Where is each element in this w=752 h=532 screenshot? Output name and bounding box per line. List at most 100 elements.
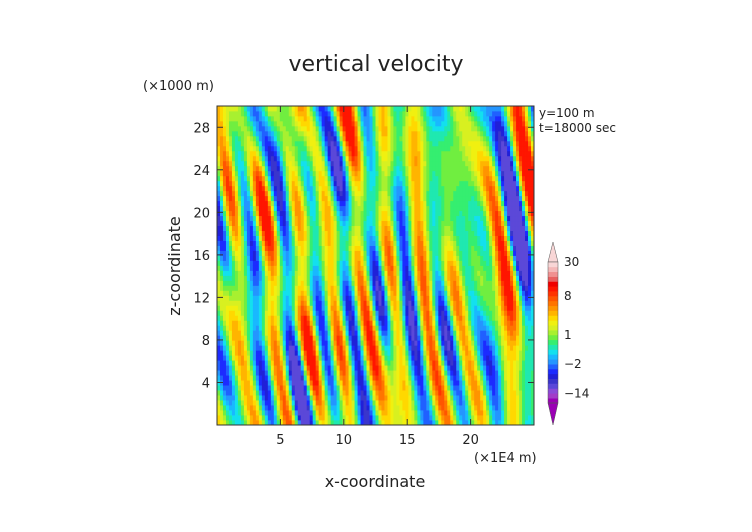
field-cell [381, 290, 385, 296]
field-cell [318, 145, 323, 152]
field-cell [396, 340, 400, 346]
field-cell [246, 140, 251, 147]
field-cell [252, 240, 257, 246]
field-cell [297, 365, 302, 371]
field-cell [372, 220, 376, 227]
field-cell [288, 420, 293, 425]
field-cell [393, 255, 397, 261]
field-cell [441, 120, 445, 127]
field-cell [276, 255, 281, 261]
field-cell [333, 310, 338, 316]
field-cell [294, 385, 299, 391]
field-cell [393, 390, 397, 396]
field-cell [348, 170, 352, 177]
field-cell [270, 265, 275, 271]
field-cell [246, 380, 251, 386]
field-cell [381, 120, 385, 127]
field-cell [255, 380, 260, 386]
field-cell [294, 150, 299, 157]
field-cell [315, 185, 320, 192]
field-cell [375, 335, 379, 341]
field-cell [336, 310, 341, 316]
field-cell [264, 355, 269, 361]
field-cell [303, 415, 308, 421]
field-cell [426, 195, 430, 202]
field-cell [414, 365, 418, 371]
field-cell [237, 200, 242, 207]
field-cell [330, 315, 335, 321]
field-cell [234, 150, 239, 157]
field-cell [303, 106, 308, 112]
field-cell [438, 135, 442, 142]
field-cell [348, 140, 352, 147]
field-cell [423, 140, 427, 147]
field-cell [369, 255, 373, 261]
field-cell [297, 255, 302, 261]
field-cell [372, 390, 376, 396]
field-cell [306, 125, 311, 132]
field-cell [405, 360, 409, 366]
field-cell [318, 415, 323, 421]
field-cell [294, 225, 299, 232]
field-cell [444, 330, 448, 336]
field-cell [444, 345, 448, 351]
field-cell [390, 160, 394, 167]
field-cell [288, 165, 293, 172]
field-cell [237, 145, 242, 152]
field-cell [426, 205, 430, 212]
field-cell [447, 295, 451, 301]
field-cell [312, 145, 317, 152]
field-cell [261, 195, 266, 202]
field-cell [366, 320, 370, 326]
field-cell [291, 285, 296, 291]
field-cell [363, 180, 367, 187]
field-cell [399, 215, 403, 222]
field-cell [342, 160, 346, 167]
field-cell [217, 360, 221, 366]
field-cell [255, 115, 260, 122]
field-cell [294, 290, 299, 296]
field-cell [423, 310, 427, 316]
field-cell [300, 385, 305, 391]
field-cell [345, 205, 349, 212]
field-cell [357, 385, 361, 391]
field-cell [348, 315, 352, 321]
field-cell [276, 385, 281, 391]
field-cell [426, 310, 430, 316]
field-cell [246, 410, 251, 416]
field-cell [351, 225, 355, 232]
field-cell [222, 385, 227, 391]
field-cell [393, 110, 397, 117]
field-cell [217, 245, 221, 251]
field-cell [312, 260, 317, 266]
field-cell [306, 280, 311, 286]
field-cell [219, 235, 224, 241]
field-cell [429, 106, 433, 112]
field-cell [315, 325, 320, 331]
field-cell [285, 370, 290, 376]
field-cell [270, 300, 275, 306]
field-cell [384, 260, 388, 266]
field-cell [312, 205, 317, 212]
field-cell [441, 160, 445, 167]
field-cell [333, 160, 338, 167]
field-cell [270, 160, 275, 167]
field-cell [372, 300, 376, 306]
field-cell [276, 125, 281, 132]
field-cell [306, 385, 311, 391]
field-cell [354, 245, 358, 251]
field-cell [312, 135, 317, 142]
field-cell [282, 120, 287, 127]
field-cell [435, 250, 439, 256]
field-cell [228, 290, 233, 296]
field-cell [249, 400, 254, 406]
field-cell [345, 280, 349, 286]
field-cell [225, 325, 230, 331]
field-cell [363, 150, 367, 157]
field-cell [405, 265, 409, 271]
field-cell [393, 145, 397, 152]
field-cell [366, 155, 370, 162]
field-cell [372, 175, 376, 182]
field-cell [417, 225, 421, 232]
field-cell [417, 110, 421, 117]
